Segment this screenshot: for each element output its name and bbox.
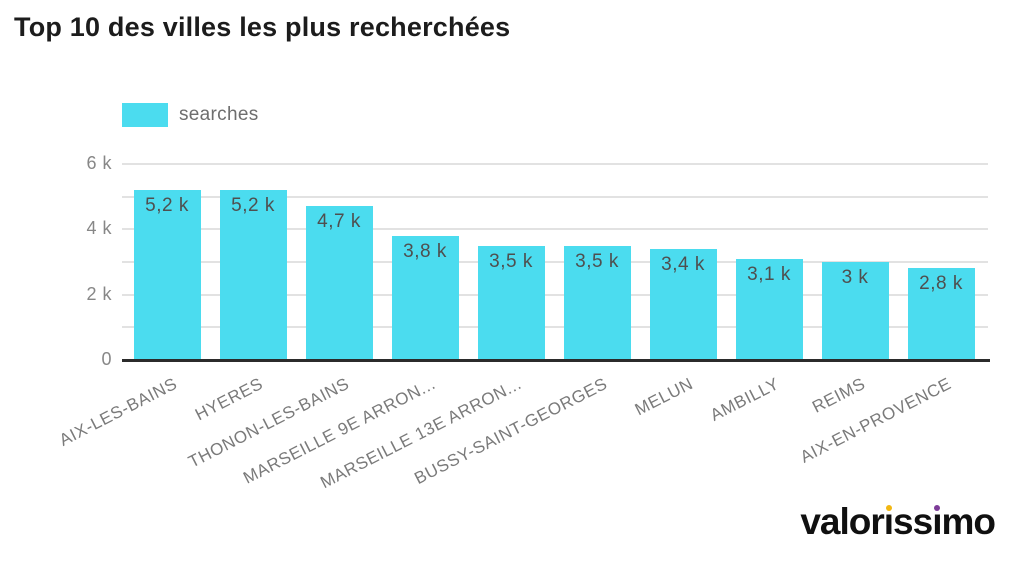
gridline [122,293,988,296]
bar-value-label: 3,5 k [489,250,533,272]
bar-value-label: 2,8 k [919,273,963,295]
bar: 3,5 k [563,245,631,360]
x-axis-category-label: MELUN [632,374,697,420]
bar: 5,2 k [219,189,287,360]
bar: 3,1 k [735,258,803,360]
x-axis-category-label: AMBILLY [707,374,783,425]
logo-i-dot [934,505,941,511]
bar-value-label: 3,5 k [575,250,619,272]
bar-value-label: 3,8 k [403,240,447,262]
gridline [122,195,988,198]
y-axis-tick-label: 4 k [86,218,112,239]
y-axis-tick-label: 2 k [86,283,112,304]
bar-value-label: 3,4 k [661,253,705,275]
bar-value-label: 5,2 k [145,194,189,216]
y-axis-tick-label: 6 k [86,152,112,173]
gridline [122,326,988,329]
logo-letter-i-yellow-dot: ı [883,501,894,542]
chart-title: Top 10 des villes les plus recherchées [14,12,511,42]
bar: 3,4 k [649,248,717,360]
gridline [122,260,988,263]
bar: 5,2 k [133,189,201,360]
gridline [122,162,988,165]
x-axis-category-label: AIX-LES-BAINS [56,374,181,450]
legend-label: searches [179,104,259,125]
bar-value-label: 4,7 k [317,211,361,233]
logo-letter-i-purple-dot: ı [932,501,942,542]
bar-value-label: 5,2 k [231,194,275,216]
bar: 4,7 k [305,206,373,360]
bar: 3,5 k [477,245,545,360]
bar: 3,8 k [391,235,459,360]
valorissimo-logo: valorı ssı mo [800,501,996,542]
x-axis-category-label: REIMS [809,374,869,417]
bar: 2,8 k [907,268,975,360]
y-axis-tick-label: 0 [101,349,112,369]
legend-swatch [122,103,168,127]
logo-i-dot [885,505,892,511]
bar-value-label: 3,1 k [747,263,791,285]
bar: 3 k [821,261,889,360]
x-axis-line [122,359,990,362]
bar-value-label: 3 k [841,266,869,288]
legend: searches [122,103,259,127]
x-axis-category-label: AIX-EN-PROVENCE [797,374,955,467]
gridline [122,228,988,231]
